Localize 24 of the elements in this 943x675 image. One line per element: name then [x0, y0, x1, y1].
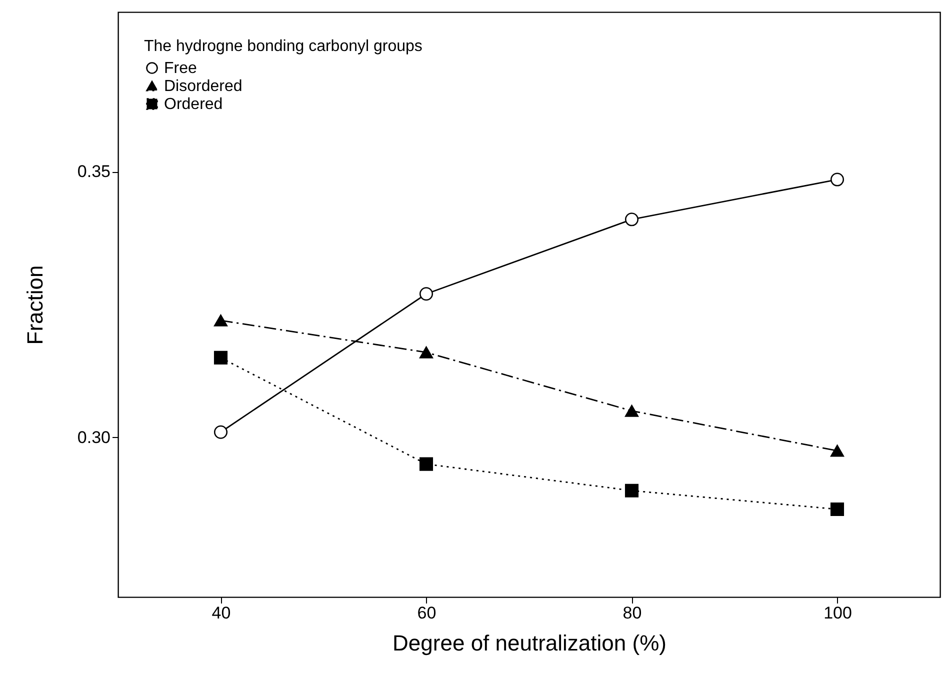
y-axis-title: Fraction: [22, 265, 48, 345]
legend-label: Free: [164, 60, 197, 77]
x-axis-title: Degree of neutralization (%): [392, 630, 666, 656]
point: [830, 502, 844, 516]
point: [419, 287, 434, 301]
y-tick-label: 0.35: [77, 162, 110, 182]
x-tick-label: 80: [622, 604, 642, 622]
legend-label: Ordered: [164, 96, 223, 113]
point: [624, 212, 639, 226]
point: [214, 314, 228, 326]
point: [830, 444, 844, 457]
x-tick-label: 60: [417, 604, 436, 622]
point: [830, 172, 844, 186]
point: [624, 404, 639, 417]
point: [214, 425, 228, 439]
x-tick-label: 40: [212, 604, 231, 622]
x-tick-label: 100: [824, 604, 852, 622]
y-tick-label: 0.30: [77, 428, 110, 447]
point: [419, 346, 434, 358]
legend-label: Disordered: [164, 78, 242, 95]
point: [419, 457, 434, 471]
legend-title: The hydrogne bonding carbonyl groups: [144, 38, 422, 55]
point: [624, 484, 639, 498]
point: [214, 350, 228, 364]
